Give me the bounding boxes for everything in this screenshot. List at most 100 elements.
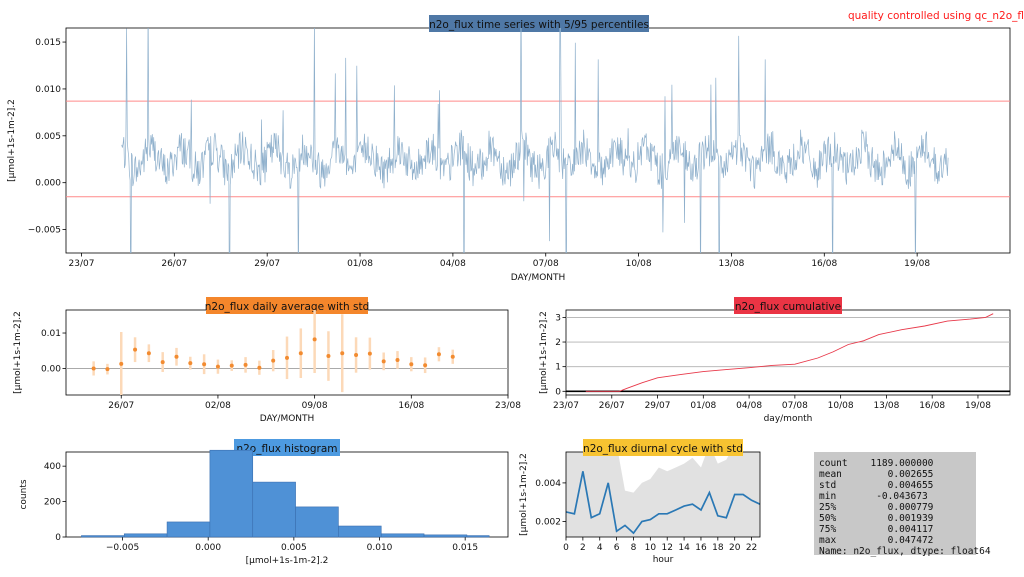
daily-chart: 26/07 02/08 09/08 16/08 23/08 0.00 0.01 DAY/MON…	[13, 297, 521, 424]
stats-line-count: count 1189.000000	[819, 458, 934, 469]
x-tick-label: 26/07	[108, 401, 134, 411]
stats-line-25: 25% 0.000779	[819, 502, 934, 513]
x-tick-label: 20	[729, 543, 741, 553]
histogram-bar	[81, 535, 125, 538]
timeseries-plot-area	[66, 28, 1010, 253]
chart-title-box	[206, 297, 368, 314]
x-tick-label: 07/08	[782, 401, 808, 411]
x-tick-label: 0.010	[367, 543, 393, 553]
y-tick-label: 400	[44, 462, 61, 472]
daily-point	[215, 364, 220, 369]
daily-point	[354, 352, 359, 357]
x-tick-label: 0.015	[452, 543, 478, 553]
x-axis-label: DAY/MONTH	[511, 273, 566, 283]
y-tick-label: 3	[555, 313, 561, 323]
y-tick-label: 0.010	[35, 85, 61, 95]
y-tick-label: 0.000	[35, 179, 61, 189]
diurnal-line	[566, 471, 760, 535]
y-axis-label: [µmol+1s-1m-2].2	[519, 453, 529, 536]
x-tick-label: 18	[712, 543, 724, 553]
daily-point	[450, 354, 455, 359]
daily-point	[381, 359, 386, 364]
y-axis-label: [µmol+1s-1m-2].2	[539, 311, 549, 394]
x-tick-label: 19/08	[904, 259, 930, 269]
stats-line-name: Name: n2o_flux, dtype: float64	[819, 546, 991, 557]
daily-point	[160, 360, 165, 365]
daily-point	[229, 363, 234, 368]
daily-point	[340, 351, 345, 356]
histogram-bar	[295, 506, 339, 538]
daily-point	[105, 367, 110, 372]
x-tick-label: 10/08	[828, 401, 854, 411]
y-tick-label: 0.01	[41, 329, 61, 339]
y-tick-label: 0	[55, 533, 61, 543]
cumulative-line	[585, 313, 994, 392]
chart-title: n2o_flux time series with 5/95 percentil…	[429, 19, 649, 31]
x-tick-label: 22	[746, 543, 757, 553]
daily-point	[395, 357, 400, 362]
x-tick-label: 10	[645, 543, 657, 553]
x-tick-label: 26/07	[599, 401, 625, 411]
x-tick-label: 23/07	[69, 259, 95, 269]
histogram-bar	[123, 533, 168, 538]
daily-point	[271, 358, 276, 363]
daily-point	[243, 362, 248, 367]
x-tick-label: 12	[661, 543, 672, 553]
y-tick-label: 1	[555, 363, 561, 373]
stats-line-min: min -0.043673	[819, 491, 928, 502]
x-tick-label: 13/08	[718, 259, 744, 269]
y-axis-label: [µmol+1s-1m-2].2	[13, 311, 23, 394]
x-tick-label: 29/07	[254, 259, 280, 269]
x-tick-label: 01/08	[347, 259, 373, 269]
x-axis-label: [µmol+1s-1m-2].2	[246, 556, 329, 566]
x-tick-label: 26/07	[161, 259, 187, 269]
stats-background	[814, 452, 976, 555]
x-tick-label: 07/08	[533, 259, 559, 269]
histogram-bar	[466, 535, 490, 538]
x-tick-label: 8	[631, 543, 637, 553]
daily-point	[298, 351, 303, 356]
diurnal-chart: 0 2 4 6 8 10 12 14 16 18 20 22 0.002 0.004 hour [µmol+1…	[519, 439, 761, 565]
daily-point	[436, 352, 441, 357]
histogram-bar	[166, 521, 211, 538]
x-tick-label: 0	[563, 543, 569, 553]
timeseries-line	[121, 28, 949, 253]
y-tick-label: −0.005	[28, 226, 61, 236]
daily-point	[202, 362, 207, 367]
y-tick-label: 0.00	[41, 364, 61, 374]
y-axis-label: counts	[19, 479, 29, 509]
x-tick-label: 14	[678, 543, 690, 553]
stats-line-50: 50% 0.001939	[819, 513, 934, 524]
chart-title-box	[734, 297, 842, 314]
histogram-bar	[423, 534, 468, 538]
histogram-bar	[209, 449, 254, 538]
stats-line-75: 75% 0.004117	[819, 524, 933, 535]
x-tick-label: 23/07	[553, 401, 579, 411]
stats-line-max: max 0.047472	[819, 535, 933, 546]
histogram-bar	[252, 481, 296, 538]
daily-point	[326, 354, 331, 359]
chart-title: n2o_flux cumulative	[735, 301, 841, 313]
daily-point	[257, 365, 262, 370]
y-tick-label: 200	[44, 498, 61, 508]
chart-title: n2o_flux diurnal cycle with std	[583, 443, 743, 455]
daily-point	[91, 366, 96, 371]
x-tick-label: 01/08	[690, 401, 716, 411]
chart-title-box	[429, 15, 649, 32]
histogram-bar	[338, 525, 382, 538]
daily-point	[146, 351, 151, 356]
x-tick-label: 16	[695, 543, 707, 553]
x-tick-label: 19/08	[965, 401, 991, 411]
chart-title: n2o_flux histogram	[236, 443, 337, 455]
daily-point	[188, 361, 193, 366]
chart-title: n2o_flux daily average with std	[205, 301, 370, 313]
x-tick-label: 4	[597, 543, 603, 553]
plot-frame	[565, 309, 1011, 396]
diurnal-plot-area	[566, 452, 760, 537]
daily-point	[285, 355, 289, 360]
y-tick-label: 2	[555, 338, 561, 348]
histogram-chart: −0.005 0.000 0.005 0.010 0.015 0 200 400 [µmol+1…	[19, 439, 509, 566]
y-axis-label: [µmol+1s-1m-2].2	[7, 99, 17, 182]
x-tick-label: −0.005	[106, 543, 139, 553]
